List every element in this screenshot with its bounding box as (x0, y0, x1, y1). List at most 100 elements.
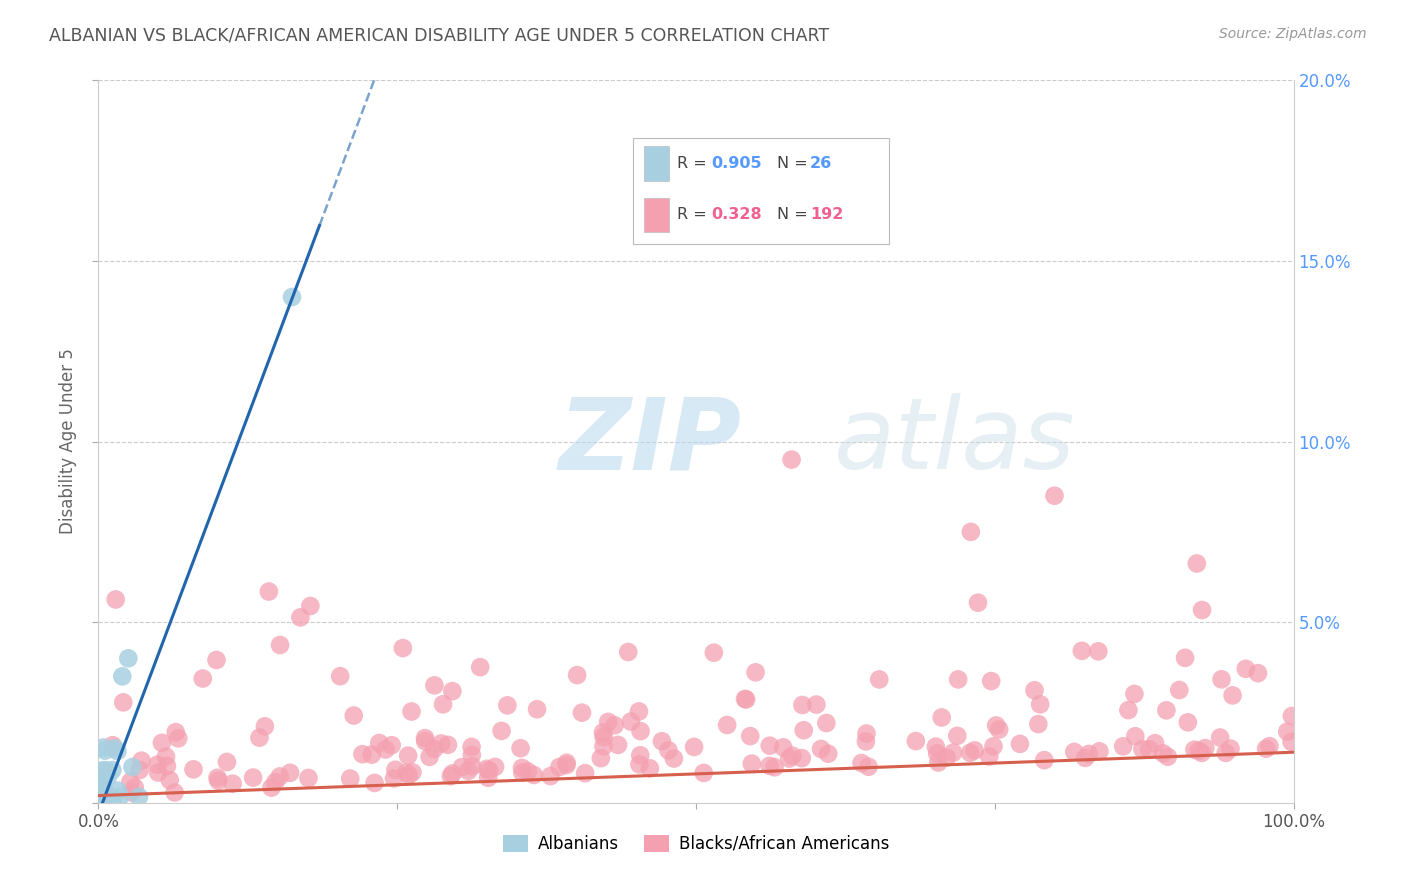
Point (90, 778, 112, 792)
Point (101, 796, 124, 810)
Point (627, 705, 650, 719)
Point (110, 789, 132, 804)
Point (440, 769, 463, 783)
Point (983, 739, 1005, 754)
Point (91, 740, 114, 755)
Point (155, 749, 177, 764)
Point (112, 695, 135, 709)
Text: 0.905: 0.905 (711, 156, 762, 171)
Point (1215, 746, 1237, 760)
Point (368, 736, 391, 750)
Point (548, 760, 571, 774)
Point (1156, 703, 1178, 717)
Point (540, 769, 562, 783)
Point (461, 759, 484, 773)
Point (150, 736, 173, 750)
Point (1219, 741, 1241, 756)
Point (131, 754, 153, 768)
Point (1008, 737, 1031, 751)
Point (512, 765, 534, 780)
Point (1185, 557, 1208, 571)
Point (772, 740, 794, 755)
Point (758, 759, 780, 773)
Point (87, 787, 110, 801)
Point (215, 755, 238, 769)
Point (740, 729, 762, 743)
Point (1063, 745, 1085, 759)
Text: atlas: atlas (834, 393, 1076, 490)
Point (249, 731, 271, 745)
Point (401, 705, 423, 719)
Point (782, 748, 804, 763)
Point (1074, 751, 1097, 765)
Point (592, 730, 614, 744)
Point (87, 786, 110, 800)
Point (269, 638, 291, 652)
Point (491, 723, 513, 738)
Point (683, 739, 706, 754)
Point (1033, 753, 1056, 767)
Text: ALBANIAN VS BLACK/AFRICAN AMERICAN DISABILITY AGE UNDER 5 CORRELATION CHART: ALBANIAN VS BLACK/AFRICAN AMERICAN DISAB… (49, 27, 830, 45)
Point (374, 742, 396, 756)
Point (510, 761, 533, 775)
Point (1043, 489, 1066, 503)
Point (120, 774, 142, 789)
Point (1152, 747, 1174, 761)
Point (278, 765, 301, 780)
Point (191, 672, 214, 686)
Point (1258, 739, 1281, 754)
Point (927, 747, 949, 761)
Point (87, 772, 110, 787)
Point (1024, 683, 1046, 698)
Point (221, 777, 243, 791)
Point (207, 773, 229, 788)
Point (1123, 729, 1146, 743)
Point (1254, 741, 1277, 756)
Point (401, 765, 423, 780)
Point (565, 668, 588, 682)
Point (858, 760, 880, 774)
Text: 26: 26 (810, 156, 832, 171)
Point (117, 651, 139, 665)
Point (478, 764, 501, 778)
Point (617, 645, 640, 659)
Point (163, 785, 186, 799)
Point (1157, 749, 1180, 764)
Point (281, 290, 304, 304)
Point (1277, 724, 1299, 739)
Point (384, 763, 406, 777)
Text: N =: N = (776, 207, 813, 222)
Point (603, 718, 626, 732)
Point (167, 731, 190, 746)
Point (430, 737, 453, 751)
Point (735, 692, 758, 706)
Point (432, 698, 454, 712)
Point (253, 719, 276, 733)
Point (451, 760, 474, 774)
Point (598, 714, 620, 729)
Point (1132, 742, 1154, 756)
Point (988, 723, 1011, 737)
Point (395, 765, 418, 780)
Point (793, 723, 815, 738)
Point (1281, 709, 1303, 723)
Point (121, 760, 143, 774)
Point (744, 665, 766, 680)
Point (89, 795, 111, 809)
Point (516, 764, 538, 779)
Point (89, 767, 111, 781)
Point (959, 746, 981, 760)
Point (946, 673, 969, 687)
Point (484, 760, 506, 774)
Point (101, 763, 124, 777)
Point (523, 768, 546, 782)
Point (419, 749, 441, 764)
Point (441, 766, 464, 780)
Point (105, 744, 128, 758)
Point (651, 734, 673, 748)
Point (413, 734, 436, 748)
Point (979, 749, 1001, 764)
Point (810, 742, 832, 756)
Point (1191, 746, 1213, 760)
Point (589, 751, 612, 765)
